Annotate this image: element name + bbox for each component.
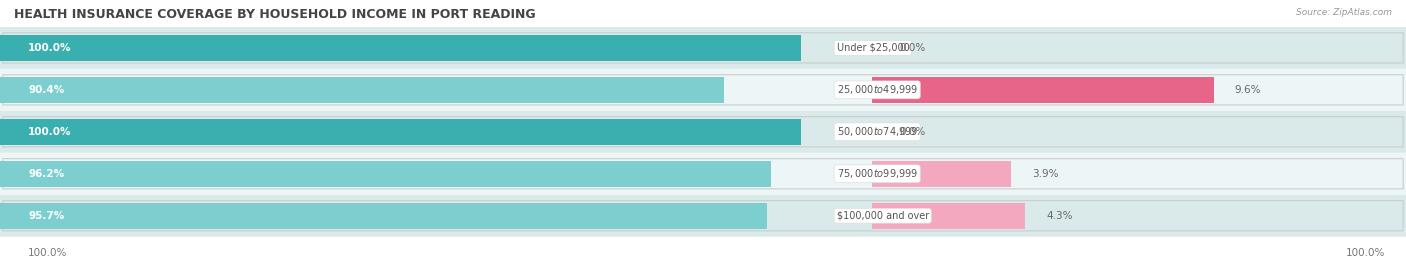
Text: 100.0%: 100.0% — [28, 248, 67, 258]
FancyBboxPatch shape — [0, 195, 1406, 237]
Text: 96.2%: 96.2% — [28, 169, 65, 179]
FancyBboxPatch shape — [0, 69, 1406, 111]
Text: HEALTH INSURANCE COVERAGE BY HOUSEHOLD INCOME IN PORT READING: HEALTH INSURANCE COVERAGE BY HOUSEHOLD I… — [14, 8, 536, 21]
Text: $100,000 and over: $100,000 and over — [837, 211, 929, 221]
Text: 100.0%: 100.0% — [28, 43, 72, 53]
Bar — [0, 161, 770, 187]
Bar — [0, 35, 801, 61]
Text: $50,000 to $74,999: $50,000 to $74,999 — [837, 125, 918, 138]
Text: 0.0%: 0.0% — [900, 127, 927, 137]
FancyBboxPatch shape — [0, 111, 1406, 153]
Text: Under $25,000: Under $25,000 — [837, 43, 910, 53]
Bar — [0, 77, 724, 103]
Text: 3.9%: 3.9% — [1032, 169, 1059, 179]
Text: 0.0%: 0.0% — [900, 43, 927, 53]
FancyBboxPatch shape — [0, 153, 1406, 195]
Text: 4.3%: 4.3% — [1046, 211, 1073, 221]
Text: 100.0%: 100.0% — [28, 127, 72, 137]
Text: 95.7%: 95.7% — [28, 211, 65, 221]
Text: 90.4%: 90.4% — [28, 85, 65, 95]
Bar — [872, 161, 1011, 187]
Text: 100.0%: 100.0% — [1346, 248, 1385, 258]
Bar — [872, 77, 1213, 103]
Text: $75,000 to $99,999: $75,000 to $99,999 — [837, 167, 918, 180]
Bar — [0, 203, 766, 229]
FancyBboxPatch shape — [0, 27, 1406, 69]
Text: 9.6%: 9.6% — [1234, 85, 1261, 95]
Bar — [872, 203, 1025, 229]
Bar — [0, 119, 801, 145]
Text: $25,000 to $49,999: $25,000 to $49,999 — [837, 83, 918, 96]
Text: Source: ZipAtlas.com: Source: ZipAtlas.com — [1296, 8, 1392, 17]
